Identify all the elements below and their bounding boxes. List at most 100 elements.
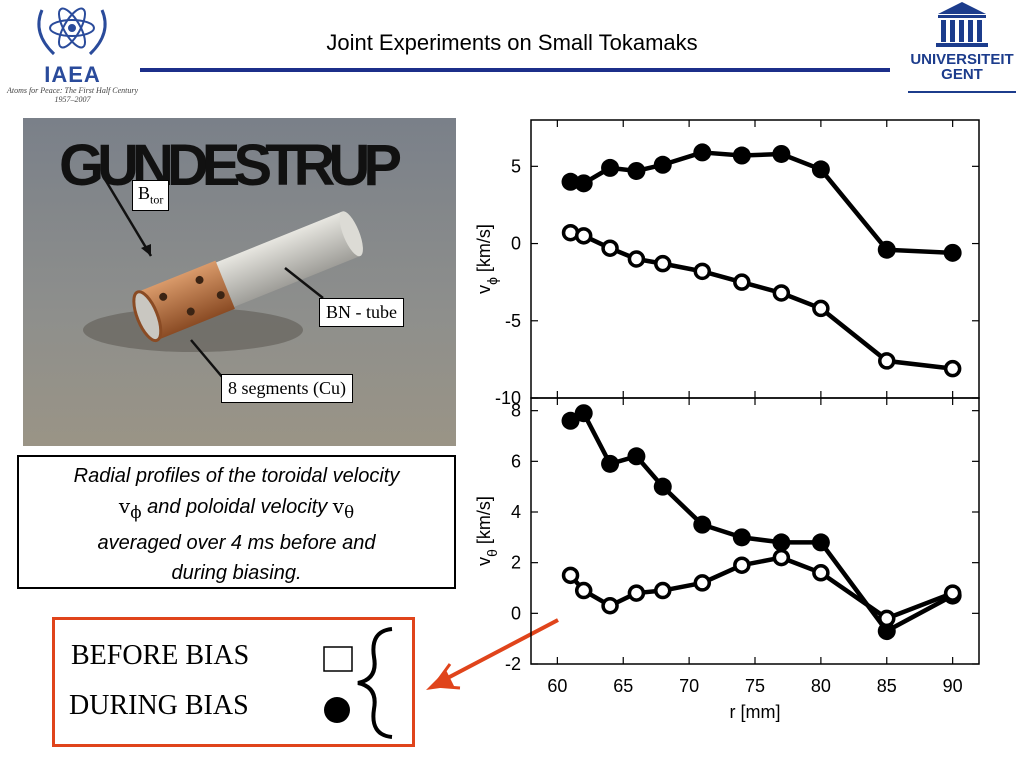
y-tick-label: 8 bbox=[511, 401, 521, 421]
data-point-open bbox=[812, 299, 830, 318]
data-point-open bbox=[693, 574, 712, 592]
legend-brace bbox=[357, 627, 393, 739]
y-axis-label-sub: θ bbox=[484, 549, 500, 557]
data-point-open bbox=[733, 556, 751, 574]
data-point-open bbox=[574, 227, 593, 245]
data-point-filled bbox=[772, 533, 791, 552]
symbol-v-theta-main: v bbox=[332, 494, 345, 518]
y-axis-label-unit: [km/s] bbox=[474, 224, 494, 277]
ugent-name: UNIVERSITEIT GENT bbox=[900, 52, 1024, 82]
caption-line3: averaged over 4 ms before and bbox=[97, 532, 376, 554]
symbol-v-phi-sub: ϕ bbox=[130, 503, 142, 522]
plot-frame bbox=[530, 119, 980, 399]
data-point-filled bbox=[943, 243, 962, 262]
series-line-open bbox=[568, 555, 954, 621]
data-point-filled bbox=[811, 160, 830, 179]
data-point-open bbox=[574, 581, 593, 600]
x-tick-label: 75 bbox=[745, 676, 765, 696]
label-bn-tube: BN - tube bbox=[319, 298, 404, 327]
data-point-filled bbox=[574, 404, 593, 423]
y-tick-label: 0 bbox=[511, 603, 521, 623]
legend-open-marker bbox=[323, 646, 353, 672]
legend-before-label: BEFORE BIAS bbox=[71, 640, 250, 671]
symbol-v-phi: vϕ bbox=[118, 494, 142, 522]
data-point-open bbox=[733, 273, 751, 291]
red-arrow bbox=[426, 618, 559, 690]
legend-during-label: DURING BIAS bbox=[69, 690, 249, 721]
chart-panel-1: -10 -5 0 5 vϕ [km/s] bbox=[474, 119, 980, 408]
data-point-open bbox=[693, 262, 712, 281]
data-point-open bbox=[943, 359, 962, 378]
series-line-open bbox=[570, 230, 953, 371]
data-point-open bbox=[601, 596, 619, 615]
chart-panel-2: -2 0 2 4 6 8 60 65 70 75 80 85 90 r [mm] vθ [km/s] bbox=[474, 397, 980, 722]
data-point-filled bbox=[561, 411, 580, 430]
y-axis-label-unit: [km/s] bbox=[474, 496, 494, 549]
y-axis-label-main: v bbox=[474, 285, 494, 294]
data-point-open bbox=[654, 254, 672, 273]
data-point-open bbox=[943, 584, 962, 602]
header-rule bbox=[140, 68, 890, 72]
data-point-filled bbox=[693, 143, 712, 162]
data-point-filled bbox=[601, 158, 620, 177]
probe-photo: GUNDESTRUP Btor BN - tube 8 segments (Cu… bbox=[23, 118, 456, 446]
x-tick-label: 90 bbox=[943, 676, 963, 696]
y-tick-label: 2 bbox=[511, 553, 521, 573]
data-point-filled bbox=[732, 146, 751, 165]
y-tick-label: 5 bbox=[511, 156, 521, 176]
y-tick-label: 6 bbox=[511, 451, 521, 471]
data-point-filled bbox=[601, 454, 620, 473]
data-point-open bbox=[561, 566, 580, 585]
ugent-name-line2: GENT bbox=[941, 66, 983, 83]
symbol-v-theta: vθ bbox=[332, 494, 354, 522]
data-point-open bbox=[812, 564, 830, 582]
data-point-filled bbox=[772, 144, 791, 163]
data-point-open bbox=[627, 584, 646, 602]
bias-legend: BEFORE BIAS DURING BIAS bbox=[52, 617, 415, 747]
data-point-filled bbox=[732, 528, 751, 547]
data-point-open bbox=[772, 548, 791, 567]
data-point-open bbox=[772, 284, 791, 302]
y-tick-label: -2 bbox=[505, 654, 521, 674]
x-tick-label: 65 bbox=[613, 676, 633, 696]
label-btor: Btor bbox=[132, 180, 170, 211]
y-axis-label: vθ [km/s] bbox=[474, 496, 500, 566]
y-axis-label-sub: ϕ bbox=[484, 277, 500, 285]
data-point-filled bbox=[811, 533, 830, 552]
caption-line1: Radial profiles of the toroidal velocity bbox=[73, 465, 400, 487]
label-btor-sub: tor bbox=[150, 192, 164, 207]
iaea-name: IAEA bbox=[44, 62, 101, 87]
x-tick-label: 85 bbox=[877, 676, 897, 696]
symbol-v-theta-sub: θ bbox=[344, 503, 355, 522]
data-point-filled bbox=[693, 515, 712, 534]
page-title: Joint Experiments on Small Tokamaks bbox=[326, 30, 698, 55]
probe-name: GUNDESTRUP bbox=[59, 133, 402, 198]
caption-line4: during biasing. bbox=[171, 562, 302, 584]
ugent-logo bbox=[908, 2, 1016, 93]
x-tick-label: 60 bbox=[547, 676, 567, 696]
series-line-filled bbox=[570, 150, 953, 256]
y-tick-label: -5 bbox=[505, 311, 521, 331]
data-point-filled bbox=[877, 622, 896, 641]
data-point-filled bbox=[627, 161, 646, 180]
x-axis-label: r [mm] bbox=[730, 702, 781, 722]
y-tick-label: 4 bbox=[511, 502, 521, 522]
data-point-open bbox=[878, 352, 896, 370]
caption-line2: vϕ and poloidal velocity vθ bbox=[19, 491, 454, 528]
data-point-open bbox=[627, 250, 646, 268]
data-point-open bbox=[878, 609, 896, 628]
caption-line2-text: and poloidal velocity bbox=[141, 496, 333, 518]
data-point-filled bbox=[561, 172, 580, 191]
y-axis-label-main: v bbox=[474, 557, 494, 566]
data-point-filled bbox=[653, 477, 672, 496]
label-btor-main: B bbox=[138, 183, 151, 203]
data-point-filled bbox=[653, 155, 672, 174]
y-tick-label: 0 bbox=[511, 234, 521, 254]
data-point-filled bbox=[627, 447, 646, 466]
symbol-v-phi-main: v bbox=[118, 494, 131, 518]
y-axis-label: vϕ [km/s] bbox=[474, 224, 500, 294]
legend-filled-marker bbox=[324, 697, 350, 723]
x-tick-label: 80 bbox=[811, 676, 831, 696]
data-point-open bbox=[601, 239, 619, 257]
probe-photo-drawing bbox=[23, 118, 456, 446]
